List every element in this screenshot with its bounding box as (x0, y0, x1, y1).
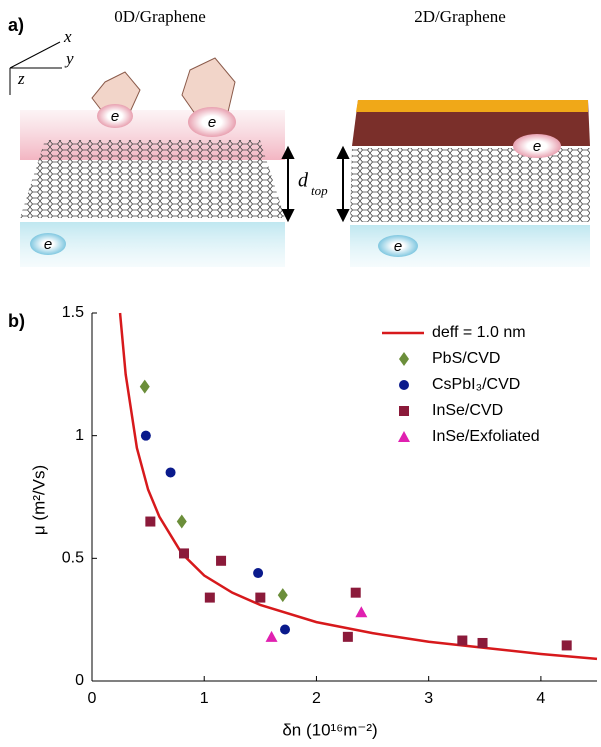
data-point (457, 636, 467, 646)
y-tick-label: 1 (75, 427, 84, 444)
x-tick-label: 2 (312, 690, 321, 707)
legend-label: InSe/Exfoliated (432, 428, 540, 445)
y-tick-label: 1.5 (62, 304, 84, 321)
data-point (140, 380, 150, 394)
data-point (351, 588, 361, 598)
data-point (343, 632, 353, 642)
fit-curve (120, 313, 597, 659)
y-axis-label: μ (m²/Vs) (29, 465, 48, 535)
data-point (278, 588, 288, 602)
page: { "panel_a": { "label": "a)", "axes": {"… (0, 0, 601, 747)
data-point (216, 556, 226, 566)
legend-label: CsPbI₃/CVD (432, 376, 520, 393)
legend-label: PbS/CVD (432, 350, 500, 367)
data-point (255, 593, 265, 603)
data-point (166, 467, 176, 477)
2d-layer (356, 100, 588, 112)
panel-label: a) (8, 15, 24, 35)
y-tick-label: 0 (75, 672, 84, 689)
data-point (177, 515, 187, 529)
axis-icon-label: z (17, 69, 25, 88)
data-point (145, 517, 155, 527)
data-point (280, 624, 290, 634)
distance-subscript: top (311, 183, 328, 198)
x-tick-label: 4 (536, 690, 545, 707)
x-tick-label: 0 (88, 690, 97, 707)
y-tick-label: 0.5 (62, 550, 84, 567)
graphene (20, 140, 285, 218)
graphene (350, 148, 590, 222)
data-point (253, 568, 263, 578)
distance-symbol: d (298, 170, 309, 192)
carrier-label: e (111, 108, 119, 125)
carrier-label: e (208, 114, 216, 131)
panel-title: 0D/Graphene (114, 7, 206, 26)
data-point (179, 548, 189, 558)
illustration (10, 42, 590, 267)
legend-label: deff = 1.0 nm (432, 324, 526, 341)
axis-icon-label: y (64, 49, 74, 68)
legend-swatch (398, 431, 410, 442)
panel-title: 2D/Graphene (414, 7, 506, 26)
panel-label: b) (8, 311, 25, 331)
x-axis-label: δn (10¹⁶m⁻²) (282, 720, 377, 739)
axis-icon-label: x (63, 27, 72, 46)
carrier-label: e (394, 238, 402, 255)
data-point (562, 640, 572, 650)
data-point (355, 606, 367, 617)
legend-label: InSe/CVD (432, 402, 503, 419)
x-tick-label: 1 (200, 690, 209, 707)
data-point (141, 431, 151, 441)
x-tick-label: 3 (424, 690, 433, 707)
carrier-label: e (44, 236, 52, 253)
carrier-label: e (533, 138, 541, 155)
data-point (205, 593, 215, 603)
legend-swatch (399, 352, 409, 366)
figure: a) x y z 0D/Graphene 2D/Graphene e e e e… (0, 0, 601, 747)
data-point (478, 638, 488, 648)
legend-swatch (399, 406, 409, 416)
legend-swatch (399, 380, 409, 390)
data-point (266, 631, 278, 642)
